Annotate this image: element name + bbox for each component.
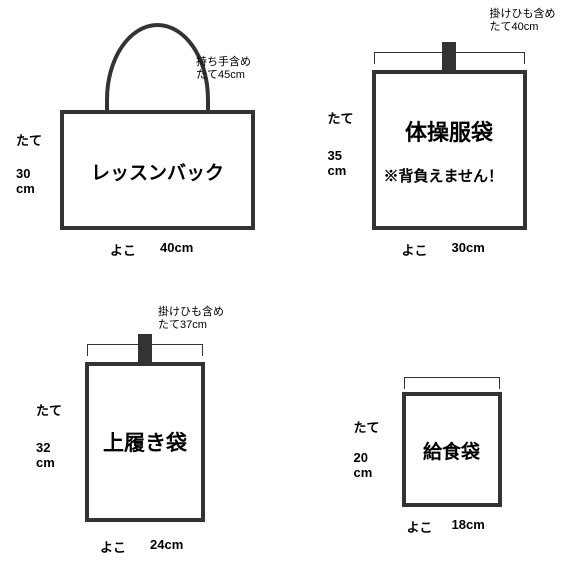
yoko-label: よこ <box>110 240 136 259</box>
bracket <box>404 377 500 389</box>
strap-note: 掛けひも含め たて40cm <box>490 8 556 34</box>
note-line2: たて37cm <box>158 319 207 331</box>
tate-value: 35 cm <box>328 148 347 178</box>
tate-value: 32 cm <box>36 440 55 470</box>
handle-arc <box>105 23 210 113</box>
note-line1: 持ち手含め <box>196 56 251 68</box>
note-line2: たて40cm <box>490 21 539 33</box>
note-line1: 掛けひも含め <box>158 306 224 318</box>
yoko-value: 24cm <box>150 537 183 552</box>
bag-panel-gym: 掛けひも含め たて40cm 体操服袋 ※背負えません！ たて 35 cm よこ … <box>292 0 583 292</box>
yoko-value: 18cm <box>452 517 485 532</box>
yoko-label: よこ <box>407 517 433 536</box>
tate-label: たて <box>328 108 354 127</box>
strap-note: 掛けひも含め たて37cm <box>158 306 224 332</box>
bag-panel-lesson: 持ち手含め たて45cm レッスンバック たて 30 cm よこ 40cm <box>0 0 292 292</box>
yoko-value: 30cm <box>452 240 485 255</box>
note-line1: 掛けひも含め <box>490 8 556 20</box>
bracket <box>87 344 203 356</box>
yoko-value: 40cm <box>160 240 193 255</box>
bag-title: 給食袋 <box>402 437 502 464</box>
tate-label: たて <box>354 417 380 436</box>
tate-label: たて <box>16 130 42 149</box>
tate-value: 20 cm <box>354 450 373 480</box>
bag-title: 上履き袋 <box>85 427 205 457</box>
tate-label: たて <box>36 400 62 419</box>
bag-title: レッスンバック <box>70 158 245 185</box>
handle-note: 持ち手含め たて45cm <box>196 56 251 82</box>
diagram-grid: 持ち手含め たて45cm レッスンバック たて 30 cm よこ 40cm 掛け… <box>0 0 583 583</box>
bag-panel-shoes: 掛けひも含め たて37cm 上履き袋 たて 32 cm よこ 24cm <box>0 292 292 583</box>
yoko-label: よこ <box>100 537 126 556</box>
bag-title: 体操服袋 <box>372 115 527 147</box>
bag-panel-lunch: 給食袋 たて 20 cm よこ 18cm <box>292 292 583 583</box>
yoko-label: よこ <box>402 240 428 259</box>
bag-body <box>372 70 527 230</box>
bracket <box>374 52 525 64</box>
bag-sub: ※背負えません！ <box>384 165 504 186</box>
note-line2: たて45cm <box>196 69 245 81</box>
tate-value: 30 cm <box>16 166 35 196</box>
